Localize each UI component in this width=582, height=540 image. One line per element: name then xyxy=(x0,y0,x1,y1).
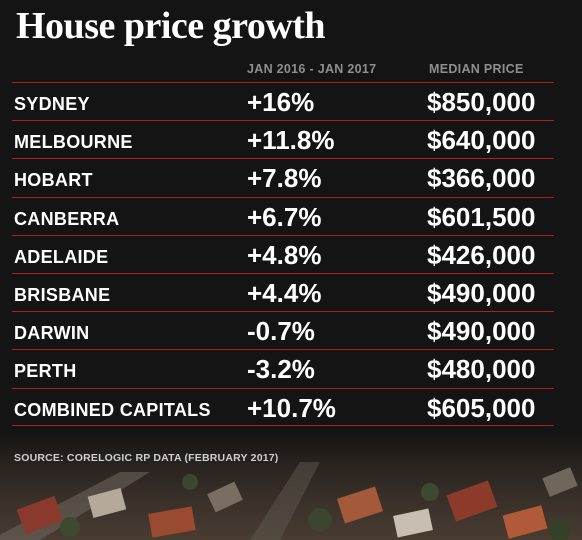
median-price-value: $640,000 xyxy=(427,125,536,156)
price-column-header: MEDIAN PRICE xyxy=(429,62,524,76)
city-name: HOBART xyxy=(14,170,93,191)
city-name: ADELAIDE xyxy=(14,246,109,267)
city-name: COMBINED CAPITALS xyxy=(14,399,211,420)
source-note: SOURCE: CORELOGIC RP DATA (FEBRUARY 2017… xyxy=(14,452,279,464)
growth-value: +11.8% xyxy=(247,125,335,156)
growth-value: -3.2% xyxy=(247,354,315,385)
table-row: BRISBANE +4.4% $490,000 xyxy=(12,272,554,311)
median-price-value: $605,000 xyxy=(427,392,536,423)
growth-value: +6.7% xyxy=(247,201,322,232)
city-name: BRISBANE xyxy=(14,284,111,305)
city-name: SYDNEY xyxy=(14,94,90,114)
median-price-value: $480,000 xyxy=(427,354,536,385)
growth-value: +7.8% xyxy=(247,163,322,194)
table-row: MELBOURNE +11.8% $640,000 xyxy=(12,120,554,158)
chart-title: House price growth xyxy=(16,5,326,47)
growth-value: +10.7% xyxy=(247,392,336,423)
table-row: CANBERRA +6.7% $601,500 xyxy=(12,196,554,235)
growth-value: +4.4% xyxy=(247,277,322,308)
growth-column-header: JAN 2016 - JAN 2017 xyxy=(247,62,377,76)
growth-value: -0.7% xyxy=(247,316,315,347)
table-row-total: COMBINED CAPITALS +10.7% $605,000 xyxy=(12,387,554,426)
city-name: CANBERRA xyxy=(14,208,120,229)
median-price-value: $426,000 xyxy=(427,239,536,270)
city-name: DARWIN xyxy=(14,323,90,344)
growth-value: +4.8% xyxy=(247,239,322,270)
table-row: DARWIN -0.7% $490,000 xyxy=(12,311,554,349)
suburb-rooftops-image xyxy=(0,432,582,540)
city-name: PERTH xyxy=(14,361,77,382)
table-row: ADELAIDE +4.8% $426,000 xyxy=(12,234,554,273)
table-row: HOBART +7.8% $366,000 xyxy=(12,158,554,196)
median-price-value: $490,000 xyxy=(427,277,536,308)
suburb-background-photo xyxy=(0,432,582,540)
median-price-value: $601,500 xyxy=(427,201,536,232)
growth-value: +16% xyxy=(247,87,315,117)
median-price-value: $490,000 xyxy=(427,316,536,347)
city-name: MELBOURNE xyxy=(14,132,133,153)
table-row: SYDNEY +16% $850,000 xyxy=(12,82,554,120)
price-growth-table: SYDNEY +16% $850,000 MELBOURNE +11.8% $6… xyxy=(12,82,554,426)
median-price-value: $366,000 xyxy=(427,163,536,194)
median-price-value: $850,000 xyxy=(427,87,536,117)
table-row: PERTH -3.2% $480,000 xyxy=(12,349,554,387)
